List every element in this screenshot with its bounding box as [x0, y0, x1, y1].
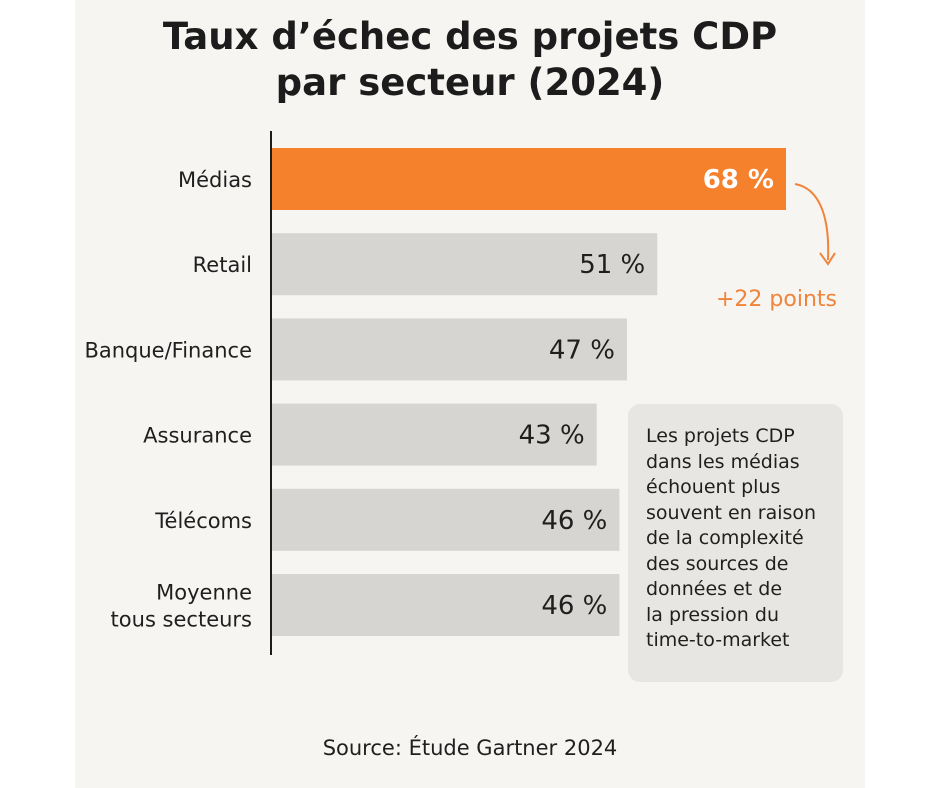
bar [271, 574, 620, 636]
chart-title: Taux d’échec des projets CDP par secteur… [0, 14, 940, 106]
delta-annotation: +22 points [716, 287, 837, 312]
note-box: Les projets CDP dans les médias échouent p… [628, 404, 843, 682]
value-label: 46 % [541, 591, 607, 621]
category-label: Retail [193, 253, 252, 277]
note-line: données et de [646, 578, 783, 600]
bar-highlight [271, 148, 786, 210]
category-label: Assurance [143, 424, 252, 448]
value-label: 47 % [549, 335, 615, 365]
source-caption: Source: Étude Gartner 2024 [322, 736, 618, 760]
bar [271, 488, 620, 551]
chart-title-line-1: Taux d’échec des projets CDP [162, 15, 778, 58]
note-line: dans les médias [646, 450, 800, 473]
delta-arrow [794, 183, 830, 261]
bar [271, 318, 627, 381]
value-label: 43 % [519, 421, 585, 451]
value-label: 68 % [703, 165, 774, 195]
chart-title-line-2: par secteur (2024) [275, 61, 665, 104]
note-line: la pression du [646, 603, 779, 626]
note-line: des sources de [646, 552, 789, 575]
category-label: Banque/Finance [84, 338, 252, 362]
value-label: 51 % [579, 250, 645, 280]
category-label: tous secteurs [111, 608, 252, 632]
note-line: de la complexité [646, 527, 804, 549]
note-line: échouent plus [646, 476, 781, 498]
note-line: Les projets CDP [646, 425, 795, 447]
note-line: souvent en raison [646, 501, 817, 524]
category-label: Télécoms [154, 509, 252, 533]
bar [271, 233, 658, 296]
note-line: time-to-market [646, 629, 790, 651]
value-label: 46 % [541, 506, 607, 536]
bar [271, 403, 597, 466]
delta-arrowhead [819, 252, 836, 266]
category-label: Moyenne [156, 581, 252, 605]
category-label: Médias [178, 168, 252, 192]
